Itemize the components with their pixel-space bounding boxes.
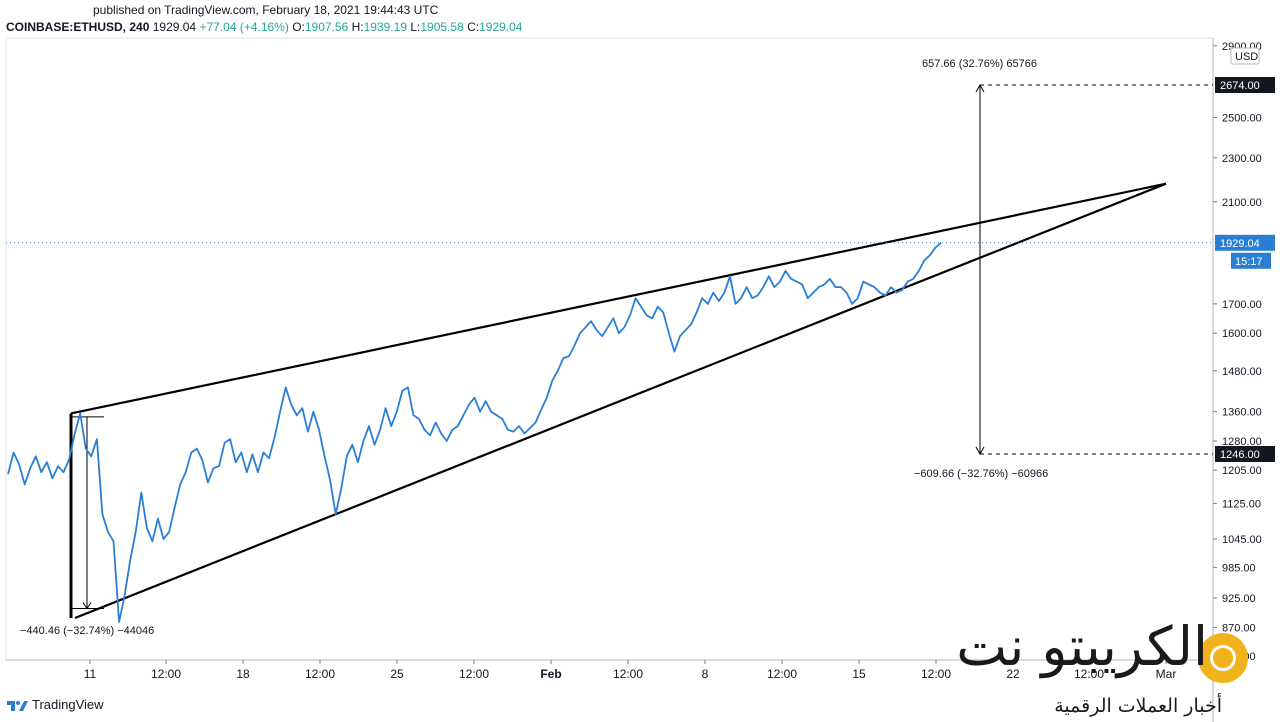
price-tick-label: 1360.00 [1222,407,1262,419]
time-tick-label: 12:00 [921,667,951,681]
symbol-info-bar: COINBASE:ETHUSD, 240 1929.04 +77.04 (+4.… [6,20,522,34]
wedge-upper-trendline[interactable] [70,182,1167,415]
price-change: +77.04 (+4.16%) [199,20,289,34]
price-tick-label: 2500.00 [1222,113,1262,125]
price-tick-label: 925.00 [1222,593,1256,605]
price-tick-label: 1125.00 [1222,498,1261,510]
measure-left-label: −440.46 (−32.74%) −44046 [20,625,154,637]
price-tick-label: 870.00 [1222,623,1256,635]
target-high-price-label-box [1215,77,1275,93]
price-tick-label: 1280.00 [1222,436,1262,448]
last-price-label: 1929.04 [1220,238,1260,250]
price-tick-label: 1700.00 [1222,299,1262,311]
currency-label: USD [1235,51,1258,63]
price-tick-label: 985.00 [1222,563,1256,575]
measure-up-label: 657.66 (32.76%) 65766 [922,58,1037,70]
high-label: H: [351,20,364,34]
target-low-price-label: 1246.00 [1220,449,1260,461]
low-label: L: [410,20,421,34]
time-tick-label: 25 [390,667,404,681]
target-high-price-label: 2674.00 [1220,80,1260,92]
time-tick-label: Mar [1156,667,1177,681]
price-tick-label: 1480.00 [1222,366,1262,378]
time-tick-label: 12:00 [767,667,797,681]
countdown-box [1231,252,1271,269]
countdown-label: 15:17 [1235,256,1263,268]
low-value: 1905.58 [420,20,464,34]
tradingview-logo-text: TradingView [32,697,104,712]
label-layer: −440.46 (−32.74%) −44046 657.66 (32.76%) … [20,58,1275,637]
time-tick-label: 15 [852,667,866,681]
time-tick-label: 8 [702,667,709,681]
measure-left-arrowhead [82,602,92,610]
last-price: 1929.04 [152,20,197,34]
price-tick-label: 1045.00 [1222,534,1262,546]
time-tick-label: 12:00 [613,667,643,681]
series-layer[interactable] [6,242,1213,623]
close-value: 1929.04 [479,20,523,34]
time-axis[interactable]: 11 12:00 18 12:00 25 12:00 Feb 12:00 8 12:00 15 12:… [84,660,1177,681]
last-price-label-box [1215,234,1275,251]
time-tick-label: 12:00 [1074,667,1104,681]
measure-down-label: −609.66 (−32.76%) −60966 [914,468,1048,480]
grid-layer [5,37,1214,722]
plot-frame [5,37,1214,661]
wedge-lower-trendline[interactable] [74,182,1167,620]
time-tick-label: 11 [84,667,97,681]
symbol-label[interactable]: COINBASE:ETHUSD, 240 [6,20,150,34]
time-tick-label: 12:00 [459,667,489,681]
price-tick-label: 1600.00 [1222,328,1262,340]
target-low-price-label-box [1215,446,1275,462]
price-tick-label: 820.00 [1222,651,1256,663]
tradingview-logo-icon [7,700,28,711]
tradingview-logo[interactable]: TradingView [6,697,104,712]
close-label: C: [467,20,480,34]
time-tick-label: 12:00 [151,667,181,681]
price-series-line[interactable] [7,242,942,623]
price-tick-label: 2300.00 [1222,153,1262,165]
high-value: 1939.19 [363,20,407,34]
time-tick-label: 12:00 [305,667,335,681]
open-value: 1907.56 [304,20,349,34]
published-caption: published on TradingView.com, February 1… [93,3,439,17]
price-tick-label: 2100.00 [1222,197,1262,209]
time-tick-label: 18 [236,667,250,681]
price-axis[interactable]: 2900.002500.002300.002100.001700.001600.… [1213,41,1262,663]
price-tick-label: 1205.00 [1222,465,1262,477]
time-tick-label: 22 [1006,667,1020,681]
currency-box[interactable] [1230,47,1260,65]
drawing-layer[interactable] [69,83,1213,620]
time-tick-label: Feb [540,667,561,681]
open-label: O: [292,20,305,34]
